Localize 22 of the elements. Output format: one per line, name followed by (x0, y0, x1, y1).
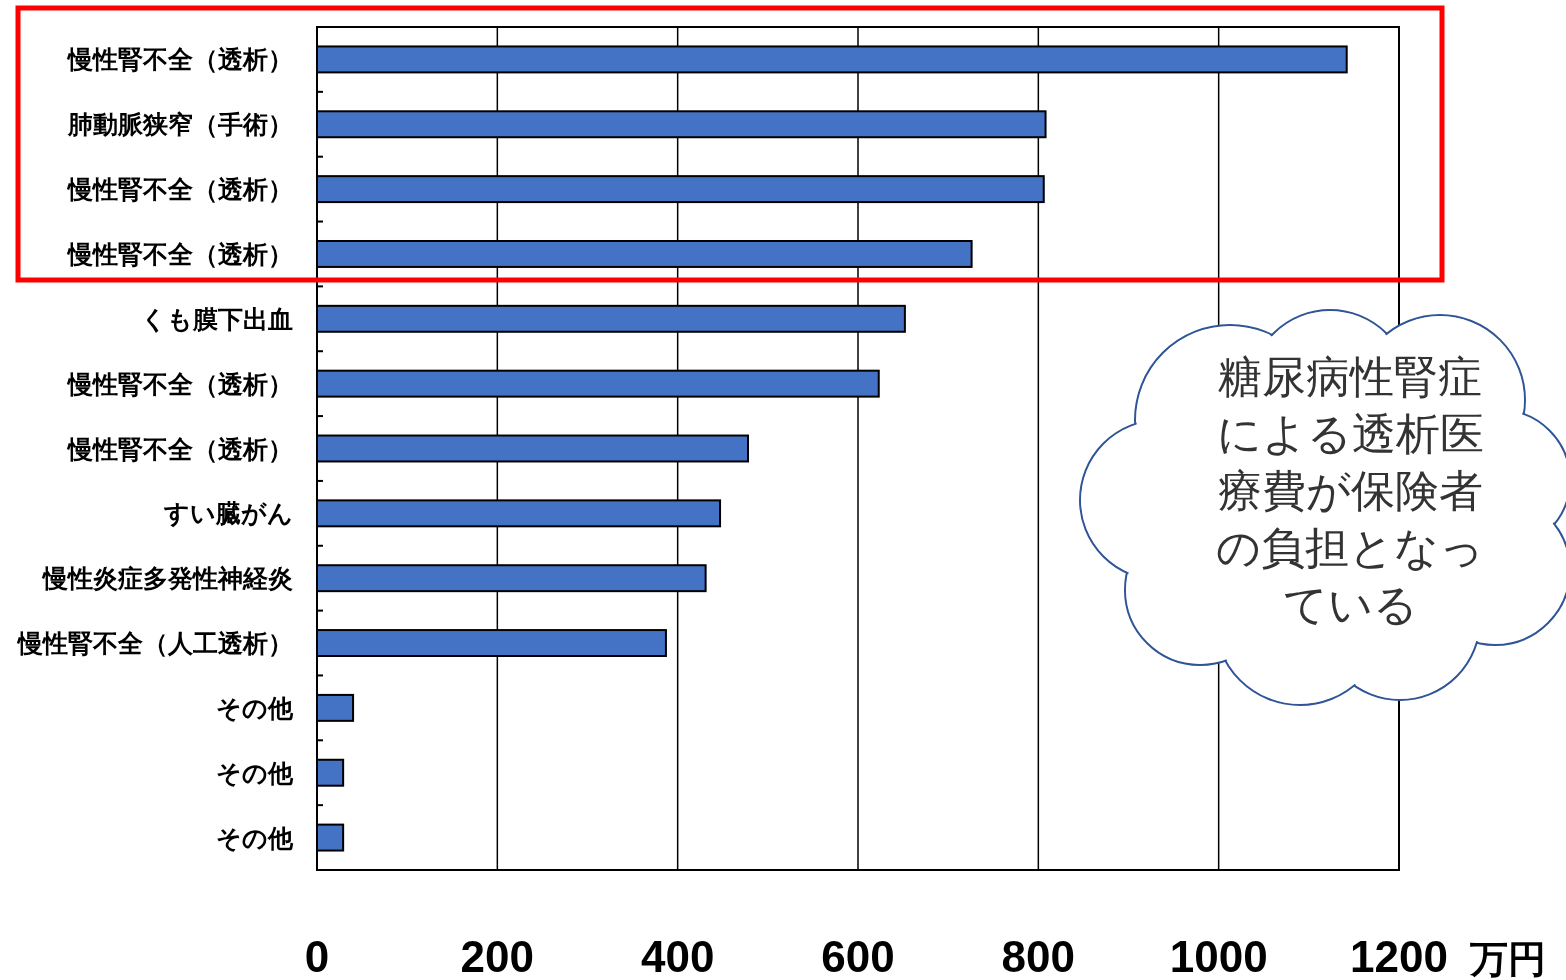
x-axis-title: 万円 (1469, 937, 1546, 980)
y-tick-label: 慢性腎不全（透析） (66, 434, 293, 464)
y-tick-label: その他 (216, 758, 294, 788)
x-tick-label: 200 (460, 932, 535, 980)
y-tick-label: 慢性腎不全（人工透析） (16, 629, 293, 659)
x-tick-label: 600 (821, 932, 895, 980)
y-tick-label: その他 (216, 823, 294, 853)
annotation: 糖尿病性腎症による透析医療費が保険者の負担となっている (1216, 351, 1484, 630)
y-tick-label: すい臓がん (163, 499, 293, 529)
x-tick-label: 400 (640, 932, 715, 980)
x-tick-label: 800 (1001, 932, 1076, 980)
y-tick-label: 慢性炎症多発性神経炎 (41, 564, 293, 594)
x-tick-label: 0 (304, 932, 330, 980)
x-tick-label: 1200 (1350, 932, 1448, 980)
y-tick-label: 慢性腎不全（透析） (66, 369, 293, 399)
y-tick-label: くも膜下出血 (141, 304, 293, 334)
x-tick-label: 1000 (1169, 932, 1268, 980)
y-tick-label: 肺動脈狭窄（手術） (67, 110, 293, 140)
y-tick-label: 慢性腎不全（透析） (66, 45, 293, 75)
y-tick-label: その他 (216, 693, 294, 723)
y-tick-label: 慢性腎不全（透析） (66, 175, 293, 205)
y-tick-label: 慢性腎不全（透析） (66, 239, 293, 269)
